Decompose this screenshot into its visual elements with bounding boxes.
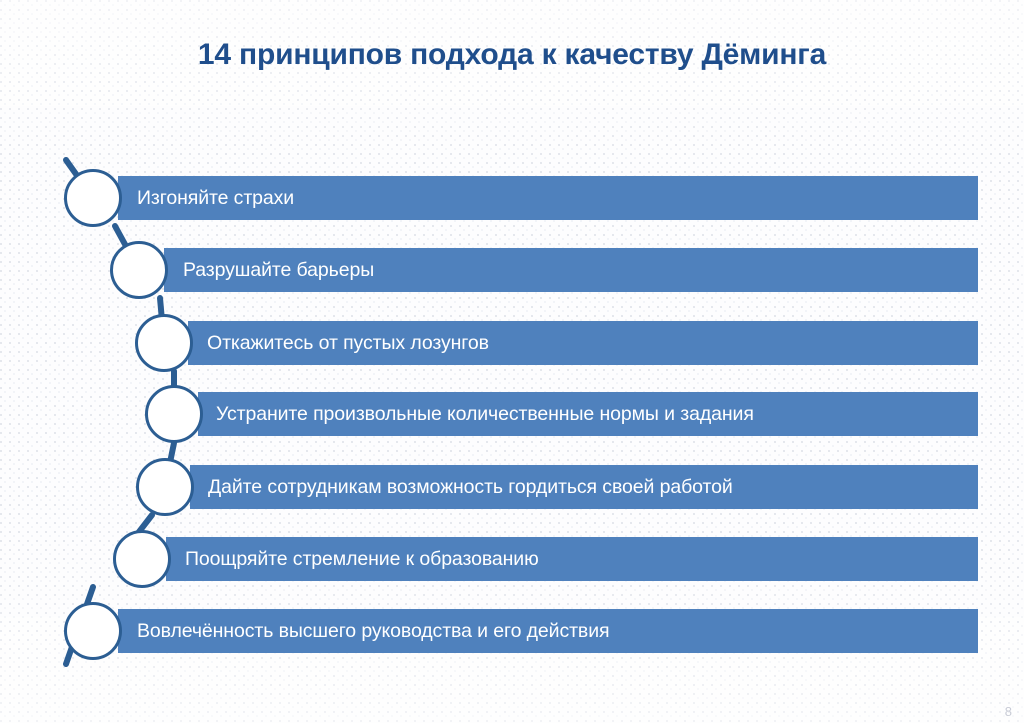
principle-node-circle[interactable] xyxy=(110,241,168,299)
principle-node-circle[interactable] xyxy=(135,314,193,372)
principle-bar xyxy=(166,537,978,581)
page-title: 14 принципов подхода к качеству Дёминга xyxy=(197,38,827,71)
principle-node-circle[interactable] xyxy=(64,602,122,660)
principle-step[interactable]: Разрушайте барьеры xyxy=(0,241,1024,299)
principle-step[interactable]: Вовлечённость высшего руководства и его … xyxy=(0,602,1024,660)
principle-label: Дайте сотрудникам возможность гордиться … xyxy=(208,476,733,498)
principle-node-circle[interactable] xyxy=(145,385,203,443)
principle-label: Откажитесь от пустых лозунгов xyxy=(207,332,489,354)
principle-label: Поощряйте стремление к образованию xyxy=(185,548,539,570)
principle-step[interactable]: Устраните произвольные количественные но… xyxy=(0,385,1024,443)
principle-bar xyxy=(198,392,978,436)
principle-step[interactable]: Откажитесь от пустых лозунгов xyxy=(0,314,1024,372)
principle-bar xyxy=(188,321,978,365)
principle-node-circle[interactable] xyxy=(64,169,122,227)
principle-step[interactable]: Дайте сотрудникам возможность гордиться … xyxy=(0,458,1024,516)
page-number: 8 xyxy=(1004,704,1012,719)
principle-node-circle[interactable] xyxy=(113,530,171,588)
principle-label: Устраните произвольные количественные но… xyxy=(216,403,754,425)
principle-label: Вовлечённость высшего руководства и его … xyxy=(137,620,610,642)
principle-label: Разрушайте барьеры xyxy=(183,259,375,281)
principle-bar xyxy=(118,609,978,653)
principle-bar xyxy=(118,176,978,220)
principle-step[interactable]: Изгоняйте страхи xyxy=(0,169,1024,227)
principle-node-circle[interactable] xyxy=(136,458,194,516)
principle-bar xyxy=(164,248,978,292)
principle-step[interactable]: Поощряйте стремление к образованию xyxy=(0,530,1024,588)
principle-label: Изгоняйте страхи xyxy=(137,187,295,209)
principle-bar xyxy=(190,465,978,509)
